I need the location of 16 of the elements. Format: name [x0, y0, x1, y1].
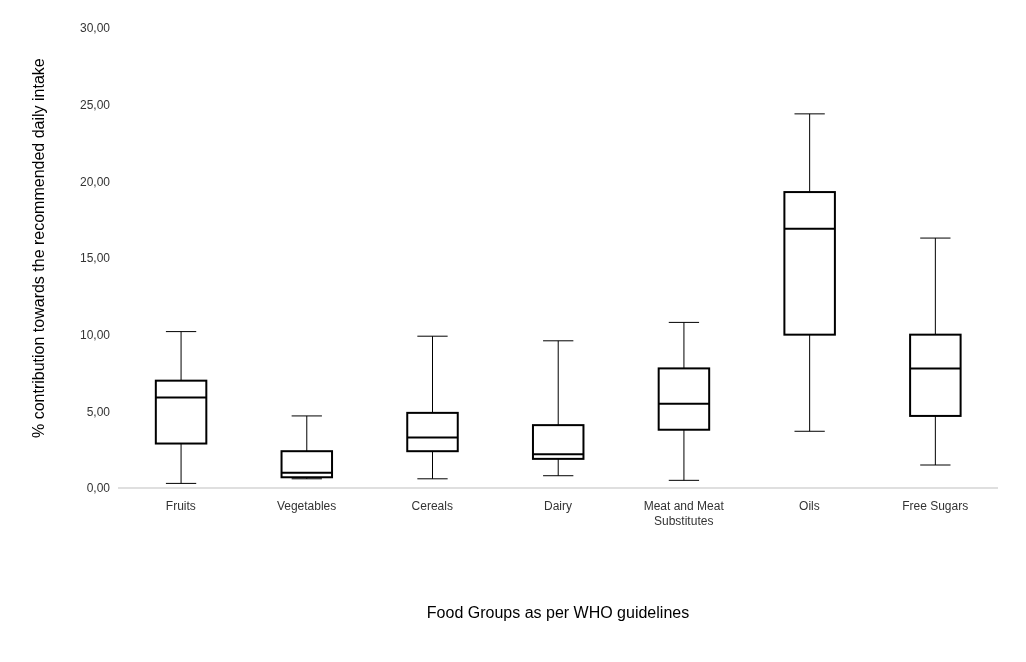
- x-tick-label: Vegetables: [276, 499, 337, 513]
- y-tick-label: 10,00: [79, 327, 111, 342]
- x-tick-label: Cereals: [411, 499, 453, 513]
- x-tick-label: Meat and Meat Substitutes: [643, 499, 725, 528]
- y-tick-label: 5,00: [86, 404, 111, 419]
- x-axis-title: Food Groups as per WHO guidelines: [426, 604, 690, 621]
- x-tick-label: Dairy: [543, 499, 573, 513]
- x-tick-label: Fruits: [165, 499, 196, 513]
- y-axis-title: % contribution towards the recommended daily intake: [29, 58, 47, 438]
- x-tick-label: Free Sugars: [902, 499, 969, 513]
- y-tick-label: 25,00: [79, 97, 111, 112]
- x-tick-label: Oils: [799, 499, 820, 513]
- y-tick-label: 0,00: [86, 481, 111, 496]
- y-tick-label: 15,00: [79, 251, 111, 266]
- y-tick-label: 30,00: [79, 21, 111, 36]
- y-tick-label: 20,00: [79, 174, 111, 189]
